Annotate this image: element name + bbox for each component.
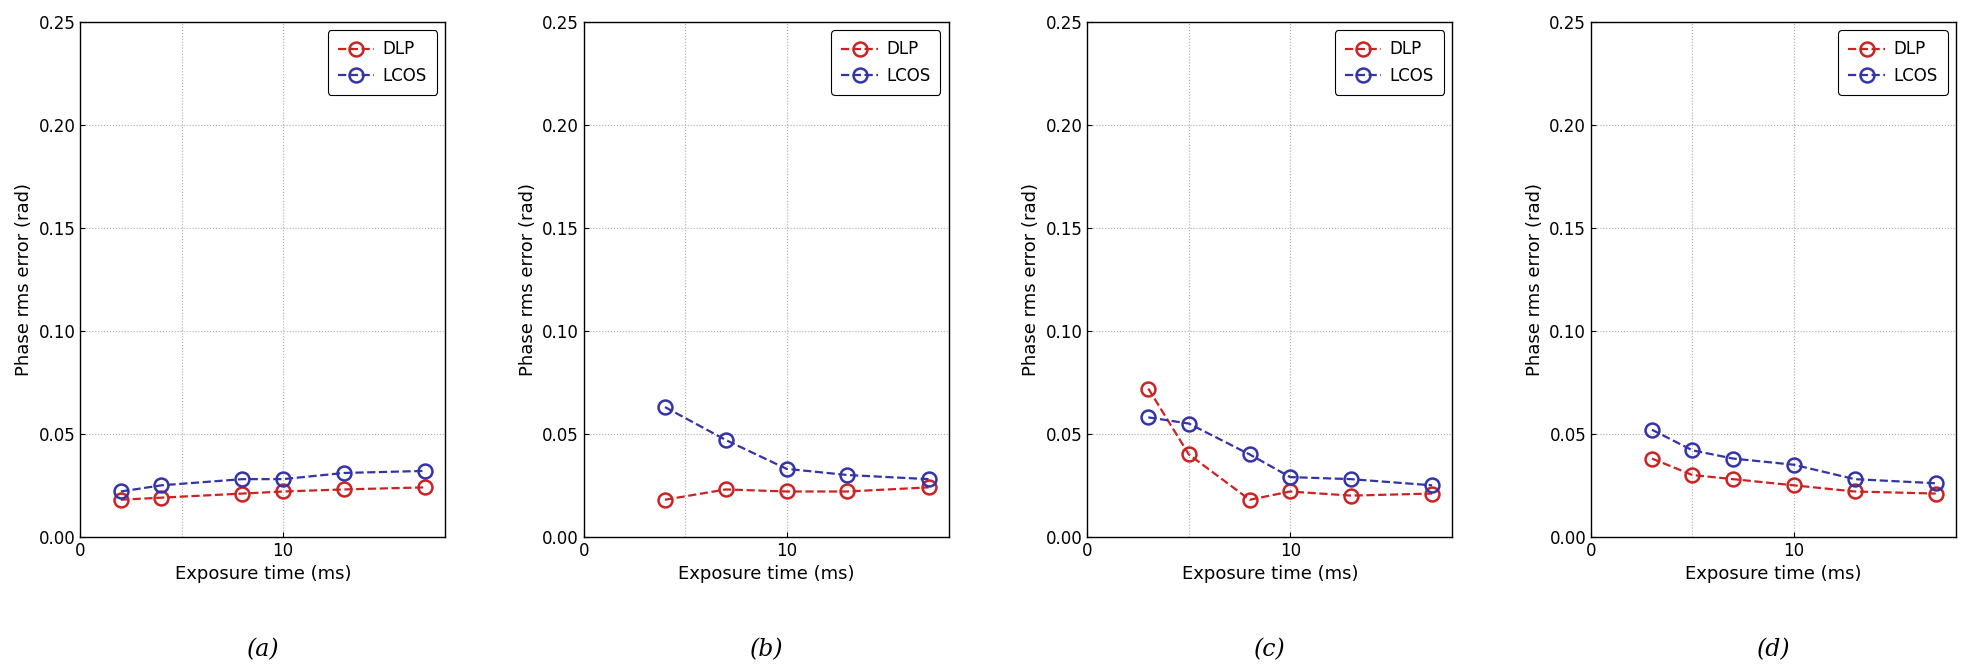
LCOS <box>836 471 859 479</box>
Line: DLP: DLP <box>1646 452 1943 501</box>
DLP <box>414 483 438 491</box>
DLP <box>1338 492 1362 500</box>
LCOS <box>1279 473 1303 481</box>
Y-axis label: Phase rms error (rad): Phase rms error (rad) <box>1023 183 1041 376</box>
LCOS <box>1137 413 1161 421</box>
DLP <box>1421 490 1445 498</box>
LCOS <box>1238 450 1261 458</box>
Line: LCOS: LCOS <box>658 400 936 486</box>
DLP <box>1177 450 1200 458</box>
LCOS <box>1924 479 1947 487</box>
LCOS <box>652 403 676 411</box>
DLP <box>272 487 296 495</box>
DLP <box>1279 487 1303 495</box>
X-axis label: Exposure time (ms): Exposure time (ms) <box>1685 565 1863 583</box>
Text: (c): (c) <box>1254 639 1285 662</box>
LCOS <box>1177 419 1200 427</box>
DLP <box>108 496 132 504</box>
Text: (d): (d) <box>1756 639 1790 662</box>
Y-axis label: Phase rms error (rad): Phase rms error (rad) <box>518 183 536 376</box>
LCOS <box>1721 454 1744 462</box>
Y-axis label: Phase rms error (rad): Phase rms error (rad) <box>1526 183 1543 376</box>
DLP <box>1681 471 1705 479</box>
DLP <box>652 496 676 504</box>
Legend: DLP, LCOS: DLP, LCOS <box>1839 30 1947 95</box>
Line: DLP: DLP <box>1141 382 1439 507</box>
DLP <box>714 485 737 493</box>
DLP <box>1782 481 1805 489</box>
LCOS <box>917 475 940 483</box>
Line: DLP: DLP <box>658 480 936 507</box>
DLP <box>150 494 173 502</box>
LCOS <box>231 475 254 483</box>
Line: LCOS: LCOS <box>114 464 432 499</box>
LCOS <box>108 487 132 495</box>
X-axis label: Exposure time (ms): Exposure time (ms) <box>1183 565 1358 583</box>
LCOS <box>1843 475 1867 483</box>
DLP <box>231 490 254 498</box>
LCOS <box>414 467 438 475</box>
DLP <box>1924 490 1947 498</box>
Text: (b): (b) <box>749 639 782 662</box>
LCOS <box>775 465 798 473</box>
Line: DLP: DLP <box>114 480 432 507</box>
Legend: DLP, LCOS: DLP, LCOS <box>327 30 438 95</box>
LCOS <box>1338 475 1362 483</box>
DLP <box>331 485 355 493</box>
Legend: DLP, LCOS: DLP, LCOS <box>1334 30 1445 95</box>
DLP <box>1640 454 1664 462</box>
X-axis label: Exposure time (ms): Exposure time (ms) <box>175 565 351 583</box>
LCOS <box>1782 461 1805 469</box>
Y-axis label: Phase rms error (rad): Phase rms error (rad) <box>16 183 34 376</box>
X-axis label: Exposure time (ms): Exposure time (ms) <box>678 565 855 583</box>
DLP <box>1721 475 1744 483</box>
Text: (a): (a) <box>246 639 280 662</box>
Line: LCOS: LCOS <box>1646 423 1943 491</box>
DLP <box>1843 487 1867 495</box>
LCOS <box>150 481 173 489</box>
DLP <box>917 483 940 491</box>
DLP <box>1238 496 1261 504</box>
LCOS <box>1421 481 1445 489</box>
LCOS <box>1640 425 1664 433</box>
Line: LCOS: LCOS <box>1141 411 1439 493</box>
DLP <box>836 487 859 495</box>
Legend: DLP, LCOS: DLP, LCOS <box>832 30 940 95</box>
DLP <box>775 487 798 495</box>
LCOS <box>272 475 296 483</box>
LCOS <box>714 436 737 444</box>
LCOS <box>331 469 355 477</box>
LCOS <box>1681 446 1705 454</box>
DLP <box>1137 384 1161 393</box>
